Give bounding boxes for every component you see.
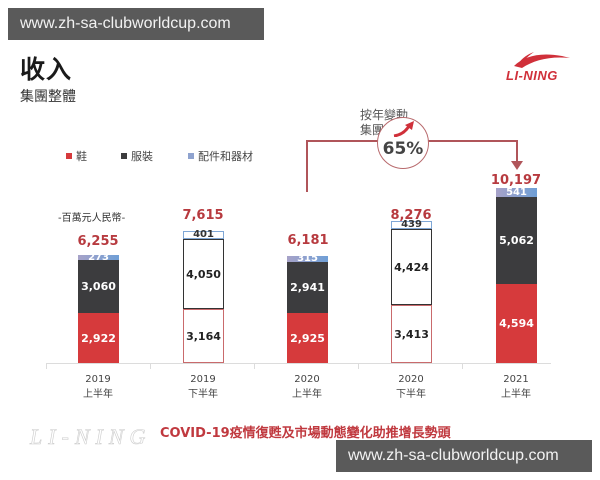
annotation-line-top-right	[428, 140, 517, 142]
x-label-period: 上半年	[83, 389, 113, 400]
x-axis-tick	[462, 363, 463, 369]
x-label: 2020 上半年	[277, 372, 337, 402]
segment-apparel: 2,941	[287, 262, 328, 313]
bar-2020-h2: 439 4,424 3,413	[391, 220, 432, 363]
x-label-period: 上半年	[292, 389, 322, 400]
segment-shoes: 2,925	[287, 313, 328, 363]
bar-2019-h2: 401 4,050 3,164	[183, 230, 224, 363]
legend-label: 服裝	[131, 150, 153, 163]
x-label-year: 2021	[503, 374, 529, 385]
unit-label: -百萬元人民幣-	[58, 213, 126, 224]
bar-2021-h1: 541 5,062 4,594	[496, 187, 537, 363]
total-label: 6,255	[77, 234, 119, 249]
legend-label: 鞋	[76, 150, 87, 163]
segment-shoes: 3,164	[183, 309, 224, 363]
legend-label: 配件和器材	[198, 150, 253, 163]
bar-2019-h1: 273 3,060 2,922	[78, 252, 119, 363]
legend-swatch-icon	[66, 153, 72, 159]
legend-item-shoes: 鞋	[66, 148, 87, 164]
segment-apparel: 5,062	[496, 197, 537, 284]
segment-accessories: 273	[78, 252, 119, 262]
legend-swatch-icon	[188, 153, 194, 159]
x-label: 2019 上半年	[68, 372, 128, 402]
yoy-circle	[377, 117, 429, 169]
total-label: 10,197	[490, 173, 542, 188]
bar-2020-h1: 315 2,941 2,925	[287, 254, 328, 363]
logo-text: LI-NING	[506, 68, 558, 83]
page-title: 收入	[20, 55, 73, 84]
x-label: 2020 下半年	[381, 372, 441, 402]
x-axis-tick	[46, 363, 47, 369]
segment-shoes: 3,413	[391, 305, 432, 363]
segment-accessories: 439	[391, 220, 432, 230]
x-label: 2019 下半年	[173, 372, 233, 402]
trend-up-arrow-icon	[393, 121, 414, 137]
segment-apparel: 3,060	[78, 260, 119, 313]
x-axis-tick	[150, 363, 151, 369]
segment-shoes: 4,594	[496, 284, 537, 363]
x-label-period: 下半年	[188, 389, 218, 400]
segment-shoes: 2,922	[78, 313, 119, 363]
x-axis-tick	[358, 363, 359, 369]
x-label-year: 2019	[190, 374, 216, 385]
x-label-period: 下半年	[396, 389, 426, 400]
total-label: 6,181	[287, 233, 329, 248]
segment-accessories: 541	[496, 187, 537, 197]
x-label: 2021 上半年	[486, 372, 546, 402]
ghost-brand-text: LI-NING	[30, 424, 152, 450]
watermark-top: www.zh-sa-clubworldcup.com	[8, 8, 264, 40]
total-label: 8,276	[390, 208, 432, 223]
segment-accessories: 401	[183, 230, 224, 240]
legend-item-accessories: 配件和器材	[188, 148, 253, 164]
page-subtitle: 集團整體	[20, 89, 76, 105]
annotation-line-top-left	[306, 140, 378, 142]
x-label-year: 2020	[294, 374, 320, 385]
arrow-down-icon	[511, 161, 523, 170]
annotation-line-left	[306, 140, 308, 192]
x-label-year: 2019	[85, 374, 111, 385]
li-ning-logo-icon	[514, 52, 570, 68]
x-axis-tick	[254, 363, 255, 369]
segment-accessories: 315	[287, 254, 328, 264]
total-label: 7,615	[182, 208, 224, 223]
annotation-line-right	[516, 140, 518, 164]
legend-swatch-icon	[121, 153, 127, 159]
yoy-value: 65%	[382, 139, 424, 159]
segment-apparel: 4,050	[183, 239, 224, 309]
legend-item-apparel: 服裝	[121, 148, 153, 164]
x-label-period: 上半年	[501, 389, 531, 400]
footer-caption: COVID-19疫情復甦及市場動態變化助推增長勢頭	[160, 426, 451, 441]
x-label-year: 2020	[398, 374, 424, 385]
segment-apparel: 4,424	[391, 229, 432, 305]
x-axis	[46, 363, 551, 364]
watermark-bottom: www.zh-sa-clubworldcup.com	[336, 440, 592, 472]
